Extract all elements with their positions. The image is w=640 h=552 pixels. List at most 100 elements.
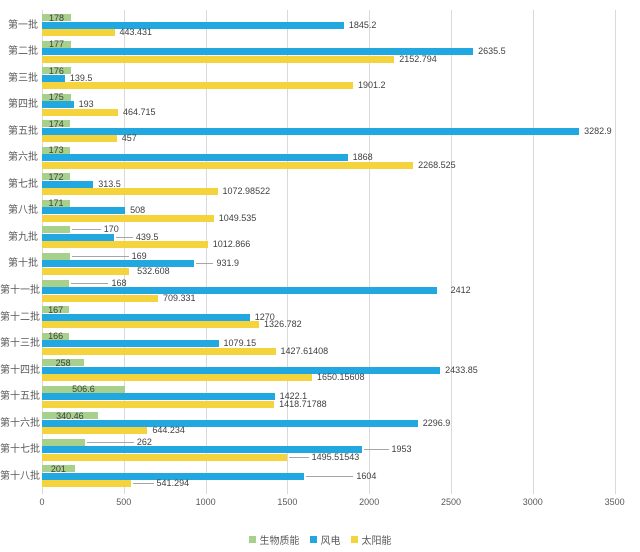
value-label: 173 [48,145,64,156]
value-label: 167 [48,304,64,315]
bar-生物质能 [42,199,70,207]
bar-风电 [42,207,126,215]
value-label: 1270 [254,311,275,322]
x-axis-tick-label: 0 [39,497,45,507]
value-label: 644.234 [152,425,185,436]
category-label: 第十三批 [0,338,40,350]
bar-太阳能 [42,294,159,302]
category-label: 第七批 [8,178,38,190]
x-axis-tick-label: 1500 [277,497,298,507]
bar-风电 [42,21,344,29]
bar-风电 [42,180,94,188]
gridline [532,10,534,494]
bar-太阳能 [42,135,117,143]
category-label: 第九批 [8,231,38,243]
legend-item-生物质能: 生物质能 [248,532,300,547]
bar-风电 [42,313,250,321]
bar-风电 [42,340,219,348]
x-axis-tick-label: 3500 [604,497,625,507]
value-label: 3282.9 [584,125,612,136]
bar-生物质能 [42,40,71,48]
category-label: 第十六批 [0,417,40,429]
bar-太阳能 [42,241,208,249]
category-label: 第十二批 [0,311,40,323]
value-label: 709.331 [163,292,196,303]
category-label: 第五批 [8,125,38,137]
bar-太阳能 [42,453,287,461]
legend-swatch-icon [309,535,317,543]
value-label: 170 [103,224,119,235]
gridline [451,10,452,494]
category-label: 第三批 [8,72,38,84]
leader-line [132,483,154,485]
bar-生物质能 [42,279,70,287]
value-label: 1079.15 [223,338,257,349]
value-label: 2152.794 [399,53,437,64]
bar-生物质能 [42,14,72,21]
leader-line [86,441,134,443]
x-axis-tick-label: 2500 [440,497,462,507]
leader-line [288,456,309,458]
bar-风电 [42,366,441,374]
bar-太阳能 [42,374,312,382]
category-label: 第十批 [8,258,38,270]
gridline [205,10,207,494]
bar-风电 [42,74,65,82]
bar-风电 [42,472,305,480]
bar-太阳能 [42,214,214,222]
value-label: 506.6 [72,384,95,395]
category-label: 第四批 [8,99,38,111]
value-label: 1326.782 [264,319,302,330]
value-label: 176 [48,65,64,76]
category-label: 第十四批 [0,364,40,376]
value-label: 340.46 [56,410,84,421]
bar-风电 [42,419,418,427]
bar-太阳能 [42,29,115,36]
bar-风电 [42,287,437,295]
category-label: 第十一批 [0,285,40,297]
value-label: 175 [48,92,64,103]
value-label: 166 [48,331,64,342]
value-label: 1901.2 [358,80,386,91]
bar-太阳能 [42,347,276,355]
legend-item-风电: 风电 [309,532,341,547]
x-axis-tick-label: 500 [116,497,132,507]
value-label: 139.5 [69,72,93,83]
leader-line [71,282,109,284]
x-axis-tick-label: 1000 [195,497,216,507]
value-label: 1650.15608 [316,372,365,383]
bar-生物质能 [42,67,71,75]
value-label: 1953 [391,444,412,455]
legend-label: 风电 [320,535,341,547]
category-label: 第十八批 [0,470,40,482]
bar-太阳能 [42,267,130,275]
leader-line [71,229,101,231]
bar-生物质能 [42,306,70,314]
leader-line [196,263,214,265]
value-label: 168 [111,277,127,288]
value-label: 1072.98522 [222,186,271,197]
legend-label: 太阳能 [361,535,392,547]
bar-太阳能 [42,400,275,408]
value-label: 2635.5 [478,46,506,57]
bar-风电 [42,446,362,454]
bar-风电 [42,127,580,135]
bar-生物质能 [42,465,75,473]
bar-太阳能 [42,108,119,116]
bar-风电 [42,260,195,268]
category-label: 第十七批 [0,444,40,456]
value-label: 532.608 [137,265,170,276]
bar-生物质能 [42,146,71,154]
bar-生物质能 [42,226,70,234]
value-label: 2433.85 [445,364,478,375]
bar-太阳能 [42,188,218,196]
bar-风电 [42,101,74,109]
bar-生物质能 [42,120,71,128]
bar-风电 [42,393,275,401]
legend-swatch-icon [248,535,256,543]
value-label: 1868 [352,152,373,163]
bar-风电 [42,154,348,162]
category-label: 第六批 [8,152,38,164]
legend-label: 生物质能 [259,535,300,547]
